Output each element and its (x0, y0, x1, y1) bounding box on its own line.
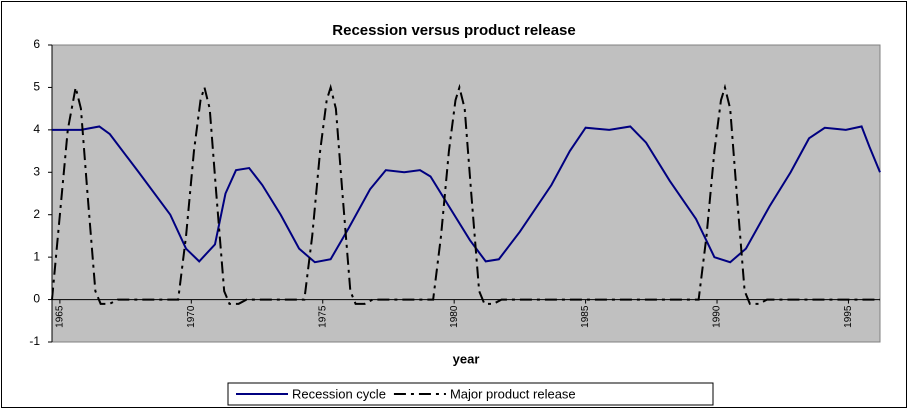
legend-label: Recession cycle (292, 386, 386, 401)
x-tick-label: 1995 (843, 305, 854, 328)
x-tick-label: 1975 (317, 305, 328, 328)
legend-label: Major product release (450, 386, 576, 401)
plot-area (51, 44, 881, 343)
y-tick-label: 0 (33, 292, 40, 306)
x-tick-label: 1980 (449, 305, 460, 328)
y-tick-label: 2 (33, 207, 40, 221)
y-tick-label: 5 (33, 80, 40, 94)
x-tick-label: 1985 (580, 305, 591, 328)
series-line (51, 83, 880, 305)
series-line (52, 125, 881, 264)
x-tick-label: 1990 (712, 305, 723, 328)
chart-title: Recession versus product release (332, 22, 575, 39)
y-tick-label: 3 (33, 164, 40, 178)
y-tick-label: 1 (33, 249, 40, 263)
legend (227, 382, 714, 406)
x-tick-label: 1965 (55, 305, 66, 328)
y-tick-label: 4 (33, 122, 40, 136)
x-axis-label: year (453, 351, 480, 366)
x-tick-label: 1970 (186, 305, 197, 328)
y-tick-label: 6 (33, 37, 40, 51)
y-tick-label: -1 (29, 334, 40, 348)
